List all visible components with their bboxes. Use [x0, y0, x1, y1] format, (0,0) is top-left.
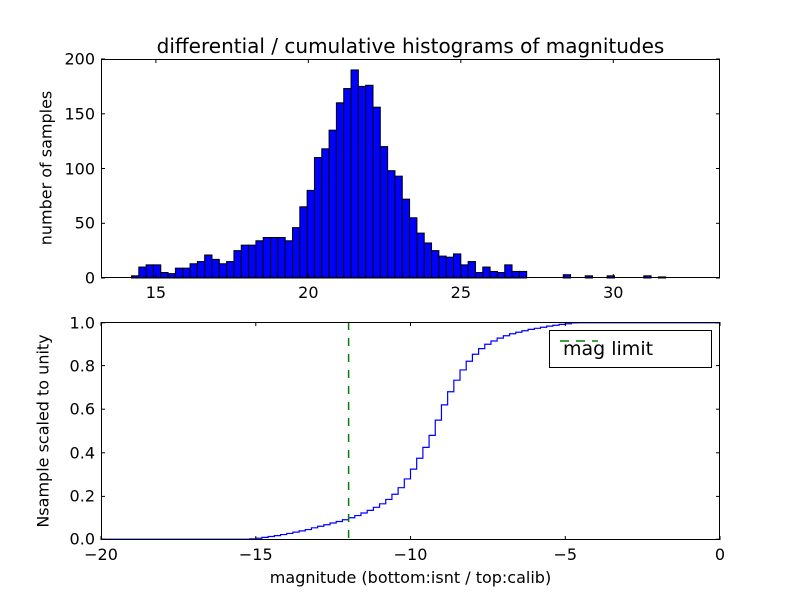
- histogram-bar: [452, 253, 462, 279]
- histogram-bar: [277, 236, 286, 279]
- histogram-bar: [218, 263, 228, 279]
- y-tick-label: 0: [84, 268, 95, 288]
- histogram-bar: [357, 85, 367, 279]
- cumulative-histogram-plot: mag limit: [100, 322, 721, 540]
- histogram-bar: [152, 264, 162, 279]
- x-tick-label: 30: [603, 283, 624, 302]
- histogram-bar: [504, 264, 513, 279]
- histogram-bar: [299, 206, 308, 279]
- histogram-bar: [240, 244, 250, 279]
- histogram-bar: [145, 264, 154, 279]
- axes-frame: [101, 322, 720, 540]
- histogram-bar: [387, 170, 396, 279]
- x-tick-label: 20: [298, 283, 319, 302]
- bottom-plot-xlabel: magnitude (bottom:isnt / top:calib): [269, 568, 552, 587]
- axes-frame: [101, 59, 720, 278]
- cumulative-histogram-canvas: [100, 322, 721, 540]
- cumulative-curve: [101, 322, 720, 540]
- histogram-bar: [211, 258, 220, 279]
- histogram-bar: [365, 84, 374, 279]
- histogram-bar: [431, 250, 440, 279]
- y-tick-label: 0.0: [69, 529, 95, 549]
- x-tick-label: 0: [714, 545, 726, 564]
- histogram-bar: [445, 256, 454, 279]
- bottom-plot-xtick-labels: −20 −15 −10 −5 0: [84, 545, 725, 565]
- histogram-bar: [138, 266, 147, 279]
- histogram-bar: [306, 189, 315, 279]
- legend-label: mag limit: [563, 338, 654, 360]
- x-tick-label: −10: [393, 545, 428, 564]
- histogram-bar: [233, 250, 242, 279]
- x-tick-label: 15: [145, 283, 167, 302]
- histogram-bar: [409, 217, 418, 279]
- histogram-bar: [467, 261, 476, 279]
- top-plot-ytick-labels: 0 50 100 150 200: [0, 50, 95, 288]
- histogram-bar: [401, 198, 411, 279]
- y-tick-label: 150: [64, 104, 95, 124]
- histogram-bar: [255, 240, 264, 279]
- histogram-bar: [379, 146, 389, 279]
- histogram-bar: [372, 106, 381, 279]
- histogram-bar: [189, 263, 198, 279]
- histogram-bar: [291, 227, 301, 279]
- bottom-plot-ytick-labels: 0.0 0.2 0.4 0.6 0.8 1.0: [0, 313, 95, 548]
- histogram-bar: [335, 102, 345, 279]
- x-tick-label: −20: [84, 545, 118, 564]
- y-tick-label: 0.8: [69, 356, 95, 376]
- histogram-bar: [270, 236, 279, 279]
- histogram-bar: [328, 129, 337, 279]
- histogram-bar: [438, 255, 447, 279]
- x-tick-label: −15: [238, 545, 273, 564]
- differential-histogram-plot: [101, 58, 720, 279]
- histogram-bar: [313, 157, 323, 279]
- y-tick-label: 50: [74, 213, 95, 233]
- figure-title: differential / cumulative histograms of …: [156, 34, 665, 58]
- y-tick-label: 0.6: [69, 399, 95, 419]
- y-tick-label: 100: [64, 159, 95, 178]
- histogram-bar: [182, 267, 191, 279]
- histogram-bar: [343, 88, 352, 279]
- histogram-bar: [204, 254, 213, 279]
- histogram-bar: [423, 242, 433, 279]
- histogram-bar: [174, 267, 184, 279]
- histogram-bar: [321, 148, 330, 279]
- histogram-bar: [284, 240, 293, 279]
- y-tick-label: 1.0: [69, 313, 95, 333]
- top-plot-xtick-labels: 15 20 25 30: [101, 283, 720, 303]
- histogram-bar: [226, 261, 235, 279]
- y-tick-label: 200: [64, 49, 95, 69]
- legend: mag limit: [549, 330, 712, 368]
- mag-limit-dashed-line-icon: [560, 340, 598, 342]
- differential-histogram-canvas: [101, 58, 720, 279]
- histogram-bar: [350, 69, 359, 279]
- histogram-bar: [248, 244, 257, 279]
- histogram-bar: [482, 266, 491, 279]
- histogram-bar: [394, 175, 403, 279]
- x-tick-label: 25: [450, 283, 471, 302]
- histogram-bar: [416, 232, 425, 279]
- histogram-bar: [262, 236, 272, 279]
- histogram-bar: [196, 261, 206, 279]
- y-tick-label: 0.4: [69, 443, 95, 463]
- histogram-bar: [460, 264, 469, 279]
- y-tick-label: 0.2: [69, 486, 95, 506]
- x-tick-label: −5: [553, 545, 578, 564]
